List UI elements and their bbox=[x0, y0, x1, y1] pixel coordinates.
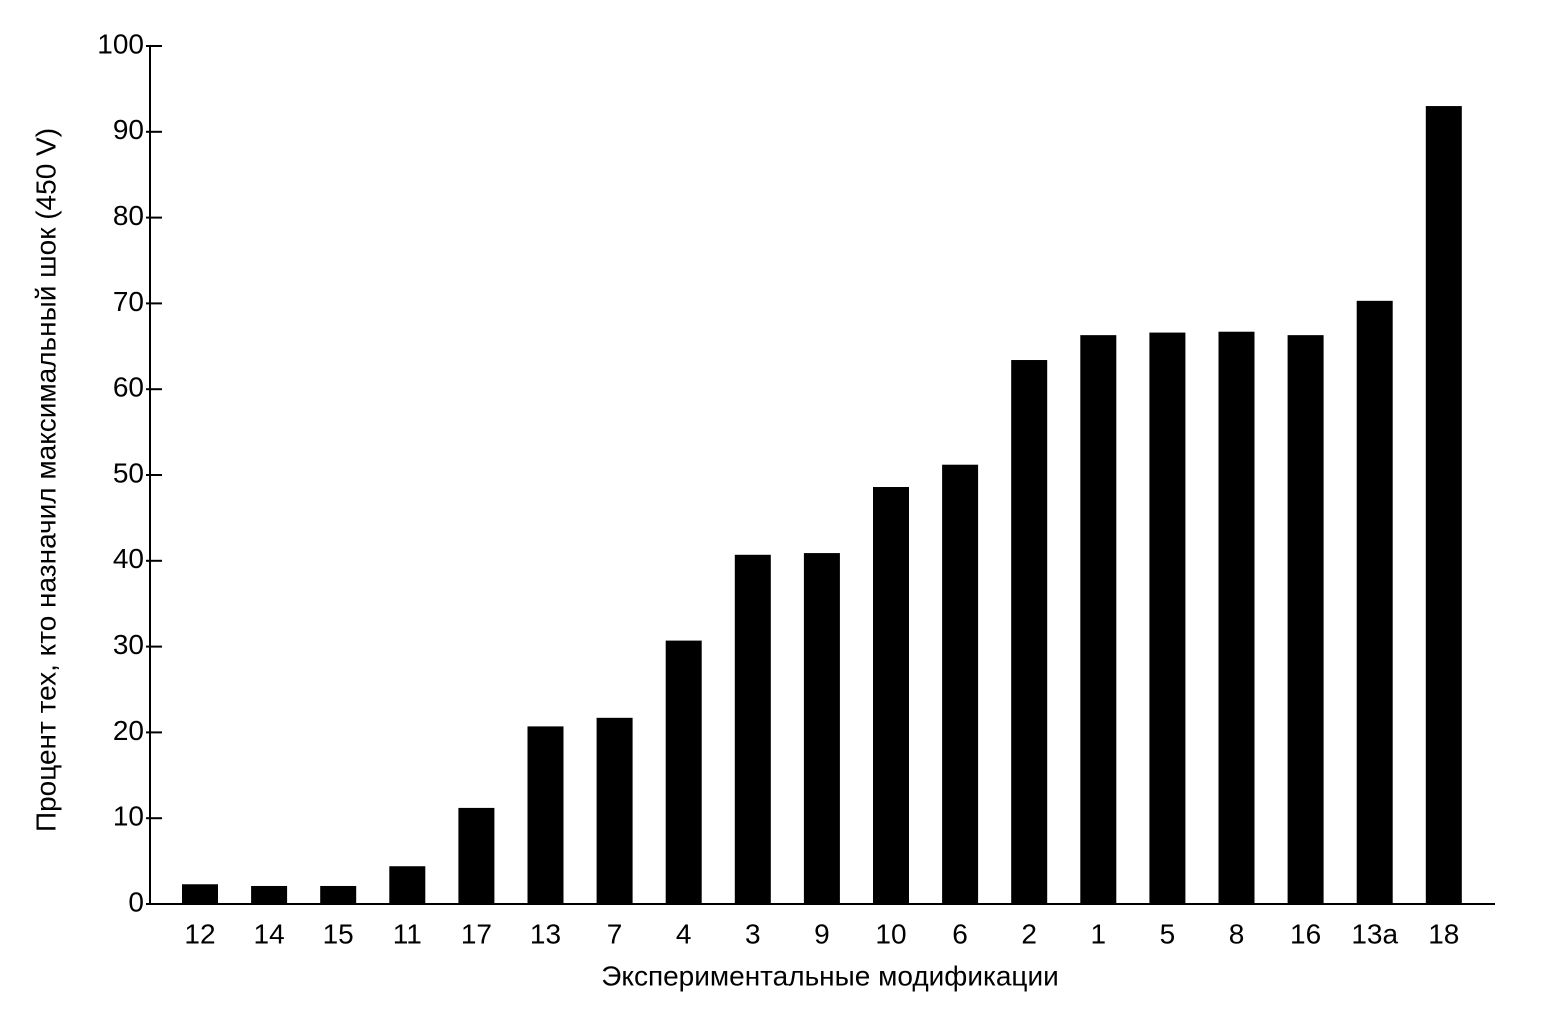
bar bbox=[389, 866, 426, 904]
x-tick-label: 18 bbox=[1428, 918, 1459, 949]
y-tick-label: 10 bbox=[113, 801, 144, 832]
x-tick-label: 4 bbox=[676, 918, 692, 949]
y-tick-label: 20 bbox=[113, 715, 144, 746]
bar bbox=[1287, 335, 1324, 904]
bar bbox=[1149, 332, 1186, 904]
y-tick-label: 60 bbox=[113, 372, 144, 403]
x-tick-label: 6 bbox=[952, 918, 968, 949]
y-tick-label: 80 bbox=[113, 200, 144, 231]
x-tick-label: 13a bbox=[1351, 918, 1398, 949]
x-tick-label: 17 bbox=[461, 918, 492, 949]
bar bbox=[458, 807, 495, 904]
x-tick-label: 10 bbox=[875, 918, 906, 949]
bar bbox=[596, 717, 633, 904]
x-tick-label: 16 bbox=[1290, 918, 1321, 949]
x-tick-label: 5 bbox=[1160, 918, 1176, 949]
y-tick-label: 0 bbox=[128, 886, 144, 917]
x-tick-label: 14 bbox=[254, 918, 285, 949]
bar bbox=[665, 640, 702, 904]
y-tick-label: 90 bbox=[113, 114, 144, 145]
bar bbox=[527, 726, 564, 904]
x-tick-label: 3 bbox=[745, 918, 761, 949]
y-tick-label: 30 bbox=[113, 629, 144, 660]
bar bbox=[942, 464, 979, 904]
bar bbox=[320, 885, 357, 904]
x-tick-label: 9 bbox=[814, 918, 830, 949]
x-tick-label: 11 bbox=[393, 918, 422, 949]
y-tick-label: 70 bbox=[113, 286, 144, 317]
y-tick-label: 40 bbox=[113, 543, 144, 574]
bar bbox=[873, 487, 909, 904]
bar bbox=[1011, 360, 1048, 904]
y-axis-label: Процент тех, кто назначил максимальный ш… bbox=[30, 128, 61, 832]
y-tick-label: 50 bbox=[113, 457, 144, 488]
bar bbox=[251, 885, 288, 904]
bar bbox=[803, 553, 840, 904]
bar bbox=[1425, 106, 1462, 904]
bar bbox=[734, 554, 771, 904]
x-tick-label: 1 bbox=[1091, 918, 1107, 949]
bar bbox=[1080, 335, 1117, 904]
bar bbox=[182, 884, 218, 904]
x-tick-label: 13 bbox=[530, 918, 561, 949]
x-axis-label: Экспериментальные модификации bbox=[601, 960, 1059, 991]
x-tick-label: 15 bbox=[323, 918, 354, 949]
bar bbox=[1218, 331, 1255, 904]
bar bbox=[1356, 300, 1393, 904]
x-tick-label: 2 bbox=[1021, 918, 1037, 949]
y-tick-label: 100 bbox=[97, 28, 144, 59]
x-tick-label: 7 bbox=[607, 918, 623, 949]
x-tick-label: 8 bbox=[1229, 918, 1245, 949]
x-tick-label: 12 bbox=[184, 918, 215, 949]
